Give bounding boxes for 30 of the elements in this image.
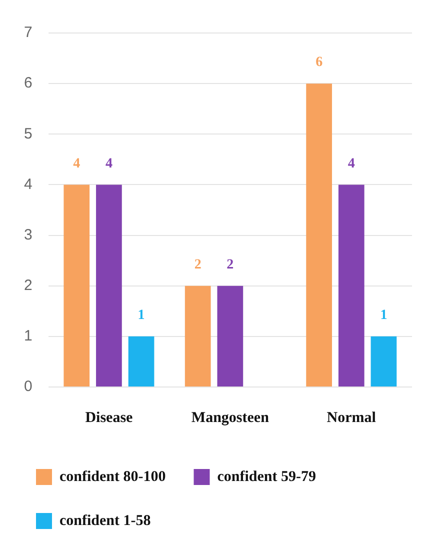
y-tick-label: 3 xyxy=(24,226,32,244)
x-tick-label: Disease xyxy=(85,410,134,426)
bar xyxy=(217,286,244,386)
legend-label: confident 1-58 xyxy=(60,512,151,529)
data-label: 1 xyxy=(380,308,388,324)
data-label: 4 xyxy=(73,156,80,172)
legend-label: confident 80-100 xyxy=(60,468,166,485)
y-tick-label: 1 xyxy=(24,328,32,345)
y-tick-label: 2 xyxy=(24,277,32,294)
y-tick-label: 4 xyxy=(24,176,32,193)
bar xyxy=(370,336,397,386)
y-tick-label: 0 xyxy=(24,378,32,396)
bar xyxy=(96,184,122,386)
data-label: 4 xyxy=(348,156,355,172)
bar xyxy=(128,336,154,386)
y-tick-label: 5 xyxy=(24,125,32,142)
data-label: 2 xyxy=(226,257,234,272)
data-label: 1 xyxy=(138,308,145,324)
legend-label: confident 59-79 xyxy=(217,468,316,485)
x-tick-label: Mangosteen xyxy=(191,410,270,426)
bar xyxy=(64,184,90,386)
bar xyxy=(306,84,332,386)
bar xyxy=(338,184,364,386)
y-tick-label: 6 xyxy=(24,74,32,92)
data-label: 2 xyxy=(194,257,202,272)
data-label: 4 xyxy=(105,156,112,172)
y-tick-label: 7 xyxy=(24,24,32,42)
x-tick-label: Normal xyxy=(326,410,376,426)
data-label: 6 xyxy=(316,55,323,70)
bar xyxy=(184,286,211,386)
